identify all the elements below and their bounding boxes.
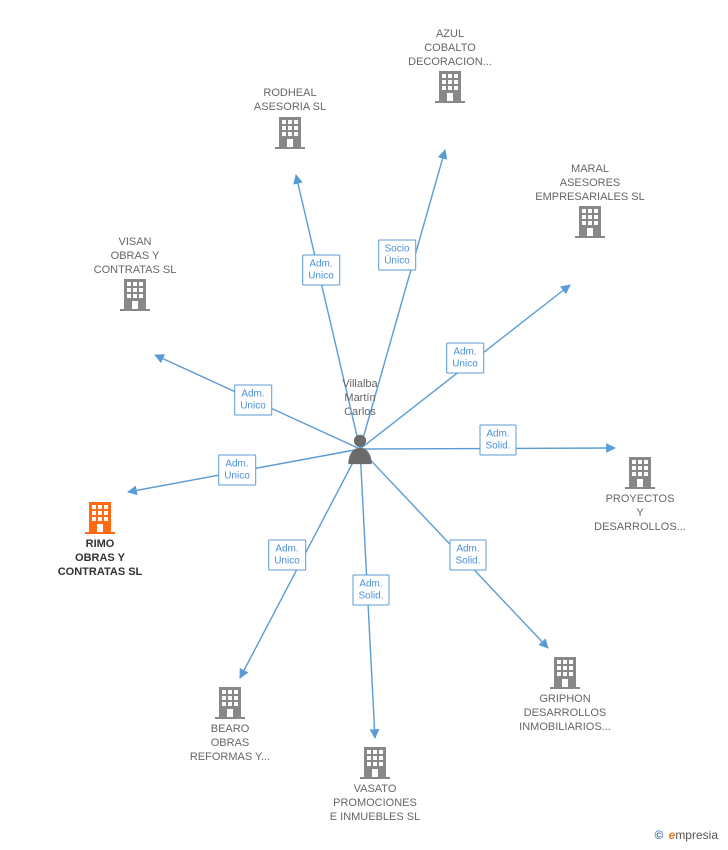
node-label: MARAL ASESORES EMPRESARIALES SL	[520, 163, 660, 204]
edge-label-maral: Adm. Unico	[446, 343, 484, 374]
node-bearo[interactable]: BEARO OBRAS REFORMAS Y...	[160, 685, 300, 764]
edge-label-proyectos: Adm. Solid.	[479, 425, 516, 456]
edge-label-bearo: Adm. Unico	[268, 540, 306, 571]
person-icon	[346, 432, 374, 466]
footer-credit: © empresia	[654, 828, 718, 842]
node-rodheal[interactable]: RODHEAL ASESORIA SL	[220, 83, 360, 149]
edge-label-griphon: Adm. Solid.	[449, 540, 486, 571]
building-icon	[30, 500, 170, 534]
edge-label-vasato: Adm. Solid.	[352, 575, 389, 606]
node-label: GRIPHON DESARROLLOS INMOBILIARIOS...	[495, 693, 635, 734]
brand-rest: mpresia	[675, 828, 718, 842]
edge-label-rimo: Adm. Unico	[218, 455, 256, 486]
node-vasato[interactable]: VASATO PROMOCIONES E INMUEBLES SL	[305, 745, 445, 824]
building-icon	[160, 685, 300, 719]
node-visan[interactable]: VISAN OBRAS Y CONTRATAS SL	[65, 232, 205, 311]
building-icon	[570, 455, 710, 489]
node-label: RODHEAL ASESORIA SL	[220, 87, 360, 115]
edge-label-rodheal: Adm. Unico	[302, 255, 340, 286]
building-icon	[305, 745, 445, 779]
node-label: VISAN OBRAS Y CONTRATAS SL	[65, 236, 205, 277]
copyright-symbol: ©	[654, 828, 663, 842]
building-icon	[220, 115, 360, 149]
node-label: AZUL COBALTO DECORACION...	[380, 28, 520, 69]
node-maral[interactable]: MARAL ASESORES EMPRESARIALES SL	[520, 159, 660, 238]
building-icon	[65, 277, 205, 311]
node-azul[interactable]: AZUL COBALTO DECORACION...	[380, 24, 520, 103]
node-proyectos[interactable]: PROYECTOS Y DESARROLLOS...	[570, 455, 710, 534]
node-label: PROYECTOS Y DESARROLLOS...	[570, 493, 710, 534]
edge-label-azul: Socio Único	[378, 240, 416, 271]
center-person-label: Villalba Martín Carlos	[342, 378, 377, 419]
node-rimo[interactable]: RIMO OBRAS Y CONTRATAS SL	[30, 500, 170, 579]
edge-label-visan: Adm. Unico	[234, 385, 272, 416]
node-label: RIMO OBRAS Y CONTRATAS SL	[30, 538, 170, 579]
node-label: VASATO PROMOCIONES E INMUEBLES SL	[305, 783, 445, 824]
building-icon	[520, 204, 660, 238]
building-icon	[380, 69, 520, 103]
node-griphon[interactable]: GRIPHON DESARROLLOS INMOBILIARIOS...	[495, 655, 635, 734]
center-person-node[interactable]	[330, 432, 390, 466]
node-label: BEARO OBRAS REFORMAS Y...	[160, 723, 300, 764]
building-icon	[495, 655, 635, 689]
